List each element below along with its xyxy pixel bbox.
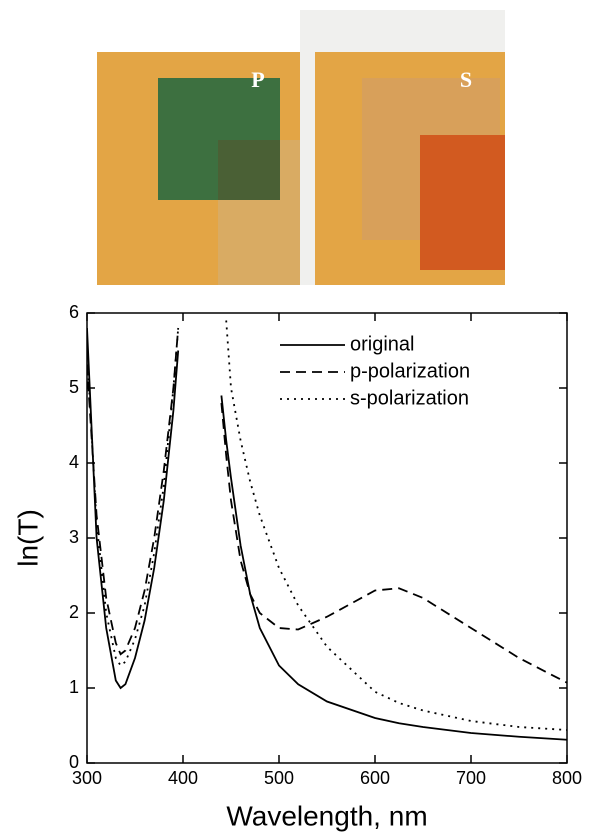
x-axis-label: Wavelength, nm [226,800,427,831]
legend-label: p-polarization [350,360,470,382]
y-tick-label: 1 [69,677,79,697]
y-tick-label: 6 [69,302,79,322]
photo-p: P [97,52,305,285]
legend-label: s-polarization [350,387,469,409]
photo-s: S [300,10,505,285]
series-line [87,320,567,731]
series-line [87,327,567,684]
y-axis-label: ln(T) [12,509,43,567]
photo-label: P [251,67,264,92]
y-tick-label: 5 [69,377,79,397]
y-tick-label: 2 [69,602,79,622]
series-line [87,327,567,741]
y-tick-label: 0 [69,752,79,772]
photo-label: S [460,67,472,92]
x-tick-label: 600 [360,768,390,788]
x-tick-label: 300 [72,768,102,788]
plot-lines [87,320,567,741]
legend-label: original [350,333,414,355]
x-tick-label: 400 [168,768,198,788]
x-tick-label: 500 [264,768,294,788]
y-tick-label: 3 [69,527,79,547]
x-tick-label: 800 [552,768,582,788]
x-tick-label: 700 [456,768,486,788]
y-tick-label: 4 [69,452,79,472]
